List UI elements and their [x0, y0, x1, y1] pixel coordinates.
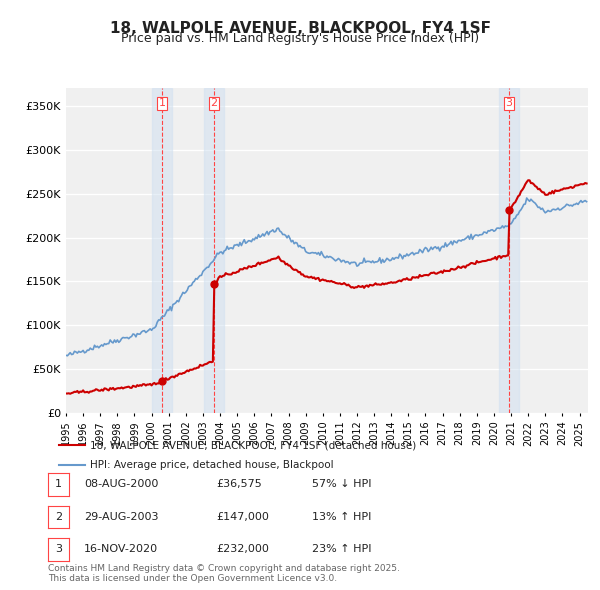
Text: £147,000: £147,000 — [216, 512, 269, 522]
Text: Price paid vs. HM Land Registry's House Price Index (HPI): Price paid vs. HM Land Registry's House … — [121, 32, 479, 45]
Text: 3: 3 — [505, 98, 512, 108]
Text: 23% ↑ HPI: 23% ↑ HPI — [312, 545, 371, 554]
Text: £232,000: £232,000 — [216, 545, 269, 554]
Text: 18, WALPOLE AVENUE, BLACKPOOL, FY4 1SF: 18, WALPOLE AVENUE, BLACKPOOL, FY4 1SF — [110, 21, 491, 35]
Text: 1: 1 — [158, 98, 166, 108]
Text: 13% ↑ HPI: 13% ↑ HPI — [312, 512, 371, 522]
Text: 2: 2 — [55, 512, 62, 522]
Text: 3: 3 — [55, 545, 62, 554]
Text: Contains HM Land Registry data © Crown copyright and database right 2025.
This d: Contains HM Land Registry data © Crown c… — [48, 563, 400, 583]
Bar — [499, 88, 519, 413]
Text: 29-AUG-2003: 29-AUG-2003 — [84, 512, 158, 522]
Text: 16-NOV-2020: 16-NOV-2020 — [84, 545, 158, 554]
Bar — [204, 88, 224, 413]
Text: HPI: Average price, detached house, Blackpool: HPI: Average price, detached house, Blac… — [90, 460, 334, 470]
Text: £36,575: £36,575 — [216, 480, 262, 489]
Bar — [152, 88, 172, 413]
Text: 1: 1 — [55, 480, 62, 489]
Text: 2: 2 — [211, 98, 218, 108]
Text: 08-AUG-2000: 08-AUG-2000 — [84, 480, 158, 489]
Text: 57% ↓ HPI: 57% ↓ HPI — [312, 480, 371, 489]
Text: 18, WALPOLE AVENUE, BLACKPOOL, FY4 1SF (detached house): 18, WALPOLE AVENUE, BLACKPOOL, FY4 1SF (… — [90, 440, 416, 450]
